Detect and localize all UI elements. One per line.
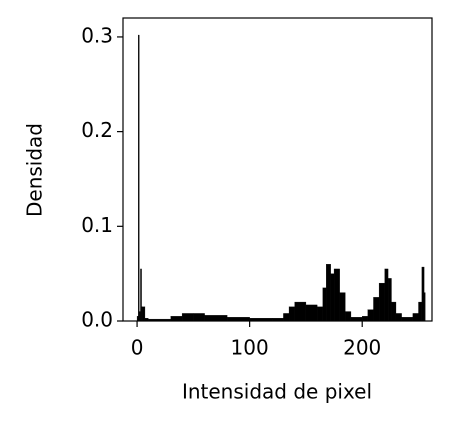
histogram-bar (362, 316, 368, 322)
x-tick-label: 100 (231, 336, 269, 360)
histogram-bar (181, 313, 194, 322)
x-tick-label: 0 (131, 336, 144, 360)
histogram-bar (322, 287, 327, 322)
histogram-bar (395, 313, 402, 322)
histogram-bar (423, 292, 426, 322)
histogram-bar (170, 316, 183, 322)
histogram-bar (418, 301, 423, 322)
histogram-bar (141, 306, 143, 322)
histogram-bar (138, 34, 140, 322)
histogram-bar (294, 301, 307, 322)
y-tick-label: 0.2 (81, 118, 113, 142)
histogram-bar (193, 313, 205, 322)
histogram-bar (305, 304, 318, 322)
histogram-bar (421, 266, 425, 322)
y-tick-label: 0.1 (81, 213, 113, 237)
histogram-bar (283, 313, 290, 322)
histogram-bar (140, 268, 142, 322)
histogram-bar (378, 282, 385, 322)
histogram-bar (142, 306, 146, 322)
histogram-bar (345, 311, 352, 322)
y-axis-label: Densidad (23, 123, 47, 217)
histogram-bar (288, 306, 295, 322)
histogram-bar (136, 316, 139, 322)
histogram-bar (384, 268, 389, 322)
x-tick-label: 200 (343, 336, 381, 360)
y-tick-label: 0.3 (81, 23, 113, 47)
histogram-bar (391, 301, 397, 322)
plot-frame (122, 17, 433, 322)
histogram-bar (367, 309, 374, 322)
histogram-bar (317, 306, 323, 322)
histogram-bar (373, 297, 380, 322)
histogram-bar (412, 313, 419, 322)
histogram-bar (333, 268, 340, 322)
y-tick-label: 0.0 (81, 308, 113, 332)
histogram-bar (139, 311, 141, 322)
histogram-bar (339, 292, 346, 322)
histogram-bar (326, 264, 331, 322)
x-axis-label: Intensidad de pixel (182, 380, 372, 404)
histogram-bar (387, 278, 392, 322)
histogram-bar (204, 315, 228, 322)
histogram-bar (330, 273, 335, 322)
